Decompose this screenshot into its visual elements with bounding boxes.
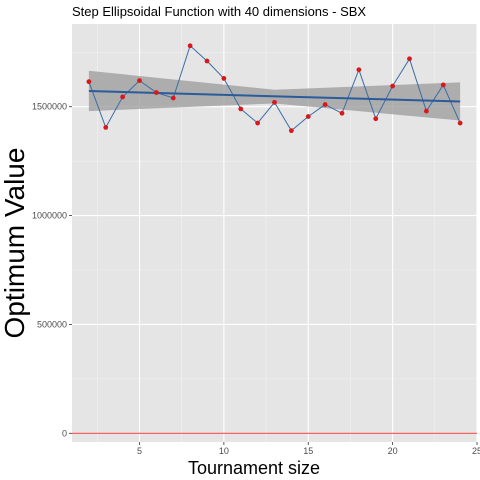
data-point bbox=[103, 125, 109, 130]
data-point bbox=[457, 120, 463, 126]
data-point bbox=[305, 114, 311, 119]
x-tick-label: 25 bbox=[472, 446, 480, 456]
data-point bbox=[423, 108, 429, 114]
data-point bbox=[120, 94, 126, 100]
x-tick-label: 20 bbox=[388, 446, 398, 456]
data-point bbox=[272, 99, 277, 105]
y-axis-label: Optimum Value bbox=[0, 148, 30, 339]
data-point bbox=[322, 102, 328, 107]
points-layer bbox=[86, 43, 463, 134]
axis-ticks bbox=[69, 106, 478, 445]
x-tick-label: 10 bbox=[219, 446, 229, 456]
data-point bbox=[390, 83, 396, 89]
data-point bbox=[339, 110, 345, 116]
y-tick-label: 1000000 bbox=[32, 211, 67, 221]
trend-line bbox=[88, 90, 461, 103]
data-point bbox=[153, 90, 159, 95]
data-point bbox=[356, 67, 362, 73]
data-point bbox=[440, 82, 446, 88]
data-point bbox=[288, 128, 294, 134]
chart-title: Step Ellipsoidal Function with 40 dimens… bbox=[72, 4, 366, 19]
data-point bbox=[255, 120, 261, 126]
x-tick-label: 15 bbox=[303, 446, 313, 456]
data-point bbox=[204, 58, 210, 64]
data-point bbox=[407, 56, 412, 62]
x-axis-label: Tournament size bbox=[188, 458, 320, 478]
x-tick-label: 5 bbox=[137, 446, 142, 456]
y-tick-label: 1500000 bbox=[32, 102, 67, 112]
y-tick-label: 0 bbox=[62, 428, 67, 438]
data-point bbox=[86, 79, 92, 85]
trend-layer bbox=[88, 90, 461, 103]
data-point bbox=[170, 95, 176, 101]
tick-labels: 5 10 15 20 25 0 500000 1000000 1500000 bbox=[32, 102, 480, 456]
y-tick-label: 500000 bbox=[37, 319, 67, 329]
data-point bbox=[238, 106, 244, 112]
data-point bbox=[137, 78, 142, 84]
data-point bbox=[221, 76, 227, 81]
data-point bbox=[373, 116, 379, 122]
data-point bbox=[187, 43, 193, 49]
